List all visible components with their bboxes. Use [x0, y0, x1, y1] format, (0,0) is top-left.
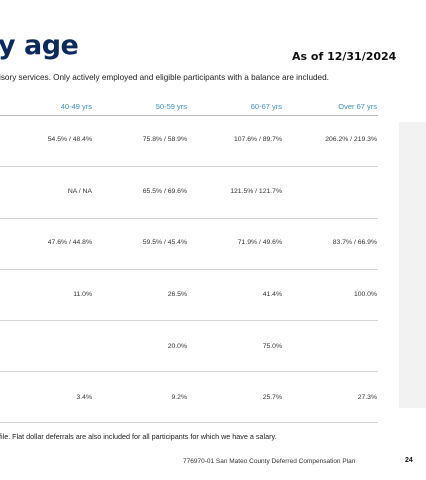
column-header-over-67: Over 67 yrs: [338, 102, 377, 111]
row-divider: [0, 269, 378, 270]
table-cell: 25.7%: [262, 394, 282, 401]
as-of-date: As of 12/31/2024: [292, 50, 397, 63]
table-cell: 47.6% / 44.8%: [47, 239, 92, 246]
page-title: y age: [0, 30, 79, 61]
table-cell: 9.2%: [171, 394, 188, 401]
table-cell: 65.5% / 69.6%: [142, 188, 187, 195]
column-header-60-67: 60-67 yrs: [250, 102, 282, 111]
table-cell: 121.5% / 121.7%: [230, 188, 282, 195]
table-cell: 71.9% / 49.6%: [237, 239, 282, 246]
page-number: 24: [405, 457, 413, 464]
side-panel: [399, 122, 426, 408]
row-divider: [0, 166, 378, 167]
footnote: file. Flat dollar deferrals are also inc…: [0, 432, 277, 441]
footer-plan-name: 776970-01 San Mateo County Deferred Comp…: [183, 458, 356, 465]
table-cell: 20.0%: [167, 343, 187, 350]
table-cell: 107.6% / 89.7%: [234, 136, 282, 143]
table-cell: 59.5% / 45.4%: [142, 239, 187, 246]
table-cell: 26.5%: [167, 291, 187, 298]
table-cell: 3.4%: [76, 394, 93, 401]
description-text: isory services. Only actively employed a…: [0, 73, 329, 82]
row-divider: [0, 218, 378, 219]
column-header-50-59: 50-59 yrs: [155, 102, 187, 111]
table-cell: 100.0%: [353, 291, 377, 298]
table-cell: NA / NA: [67, 188, 92, 195]
row-divider: [0, 422, 378, 423]
table-cell: 54.5% / 48.4%: [47, 136, 92, 143]
table-cell: 75.0%: [262, 343, 282, 350]
table-cell: 75.8% / 58.9%: [142, 136, 187, 143]
row-divider: [0, 371, 378, 372]
table-cell: 206.2% / 219.3%: [325, 136, 377, 143]
column-header-40-49: 40-49 yrs: [60, 102, 92, 111]
table-cell: 27.3%: [357, 394, 377, 401]
header-divider: [0, 115, 378, 116]
table-cell: 41.4%: [262, 291, 282, 298]
row-divider: [0, 320, 378, 321]
table-cell: 11.0%: [73, 291, 92, 298]
table-cell: 83.7% / 66.9%: [332, 239, 377, 246]
